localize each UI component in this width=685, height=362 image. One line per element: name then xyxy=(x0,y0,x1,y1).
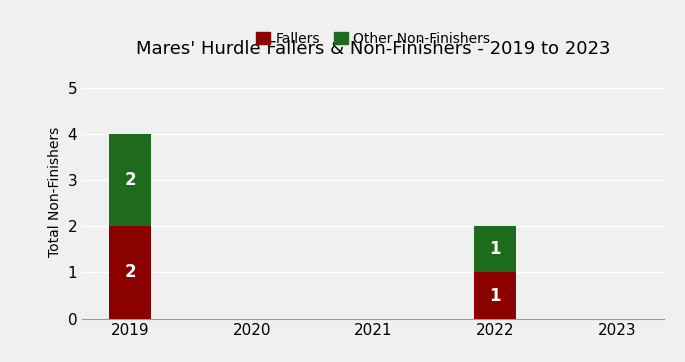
Bar xyxy=(474,273,516,319)
Legend: Fallers, Other Non-Finishers: Fallers, Other Non-Finishers xyxy=(251,26,496,52)
Text: 2: 2 xyxy=(124,264,136,282)
Y-axis label: Total Non-Finishers: Total Non-Finishers xyxy=(48,127,62,257)
Bar xyxy=(474,226,516,273)
Bar xyxy=(109,226,151,319)
Text: 1: 1 xyxy=(489,287,501,304)
Bar xyxy=(109,134,151,226)
Title: Mares' Hurdle Fallers & Non-Finishers - 2019 to 2023: Mares' Hurdle Fallers & Non-Finishers - … xyxy=(136,40,610,58)
Text: 2: 2 xyxy=(124,171,136,189)
Text: 1: 1 xyxy=(489,240,501,258)
